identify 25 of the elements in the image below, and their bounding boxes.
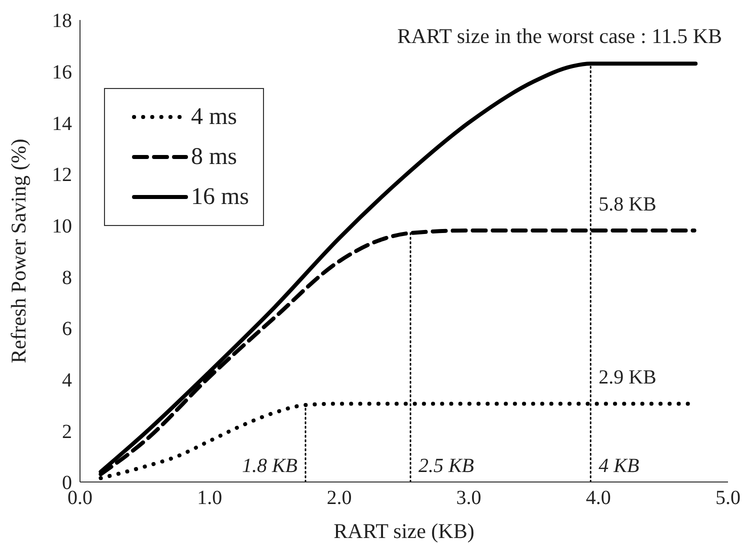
x-tick-label: 4.0 — [586, 487, 611, 510]
x-tick-label: 1.0 — [197, 487, 222, 510]
x-tick-label: 2.0 — [326, 487, 352, 510]
legend-label: 16 ms — [191, 184, 250, 210]
annotation: 4 KB — [598, 455, 640, 477]
annotation: 1.8 KB — [242, 455, 298, 477]
y-tick-label: 8 — [62, 266, 72, 289]
y-tick-label: 14 — [52, 112, 72, 135]
y-tick-label: 10 — [52, 215, 72, 238]
y-axis-title: Refresh Power Saving (%) — [6, 138, 30, 364]
annotation: 2.9 KB — [598, 366, 656, 389]
y-tick-label: 4 — [62, 369, 72, 392]
annotation: 2.5 KB — [418, 455, 474, 477]
y-tick-label: 2 — [62, 420, 72, 443]
y-tick-label: 12 — [52, 164, 72, 186]
annotation: 5.8 KB — [598, 193, 656, 216]
annotation: RART size in the worst case : 11.5 KB — [397, 24, 722, 49]
x-axis-title: RART size (KB) — [334, 519, 474, 543]
legend-label: 4 ms — [191, 104, 238, 130]
x-tick-label: 3.0 — [456, 487, 482, 510]
y-tick-label: 6 — [62, 318, 72, 340]
x-tick-label: 5.0 — [716, 487, 740, 510]
legend-label: 8 ms — [191, 144, 238, 170]
y-tick-label: 18 — [52, 10, 72, 32]
y-tick-label: 16 — [52, 61, 72, 84]
